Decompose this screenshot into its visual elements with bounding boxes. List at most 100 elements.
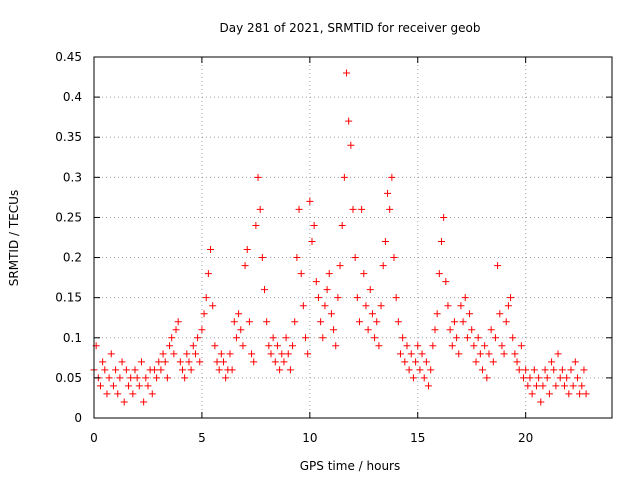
x-tick-label: 10 (302, 431, 317, 445)
data-point (573, 374, 581, 382)
data-point (207, 246, 215, 254)
data-point (580, 366, 588, 374)
data-point (293, 254, 301, 262)
data-point (491, 334, 499, 342)
data-point (414, 342, 422, 350)
data-point (135, 382, 143, 390)
data-point (330, 326, 338, 334)
data-point (472, 358, 480, 366)
data-points (90, 69, 590, 406)
data-point (384, 189, 392, 197)
data-point (258, 254, 266, 262)
data-point (302, 334, 310, 342)
data-point (392, 294, 400, 302)
data-point (507, 294, 515, 302)
data-point (446, 326, 454, 334)
data-point (99, 358, 107, 366)
data-point (189, 342, 197, 350)
data-point (532, 382, 540, 390)
y-tick-label: 0.4 (63, 90, 82, 104)
data-point (336, 262, 344, 270)
data-point (509, 334, 517, 342)
data-point (338, 221, 346, 229)
data-point (377, 302, 385, 310)
data-point (183, 350, 191, 358)
data-point (481, 342, 489, 350)
data-point (487, 326, 495, 334)
data-point (343, 69, 351, 77)
data-point (470, 342, 478, 350)
data-point (548, 358, 556, 366)
data-point (498, 342, 506, 350)
data-point (405, 366, 413, 374)
data-point (362, 302, 370, 310)
data-point (353, 294, 361, 302)
data-point (461, 294, 469, 302)
data-point (571, 358, 579, 366)
data-point (276, 366, 284, 374)
data-point (468, 326, 476, 334)
data-point (321, 302, 329, 310)
data-point (496, 310, 504, 318)
data-point (515, 366, 523, 374)
data-point (561, 382, 569, 390)
data-point (539, 382, 547, 390)
data-point (355, 318, 363, 326)
data-point (407, 350, 415, 358)
data-point (386, 205, 394, 213)
data-point (565, 390, 573, 398)
data-point (552, 382, 560, 390)
data-point (105, 374, 113, 382)
data-point (178, 366, 186, 374)
data-point (375, 342, 383, 350)
data-point (457, 302, 465, 310)
data-point (466, 310, 474, 318)
data-point (558, 366, 566, 374)
data-point (401, 358, 409, 366)
data-point (103, 390, 111, 398)
data-point (304, 350, 312, 358)
y-axis-label: SRMTID / TECUs (7, 190, 21, 286)
data-point (364, 326, 372, 334)
data-point (358, 205, 366, 213)
data-point (403, 342, 411, 350)
data-point (440, 213, 448, 221)
data-point (166, 342, 174, 350)
data-point (545, 390, 553, 398)
y-tick-label: 0.05 (55, 371, 82, 385)
data-point (520, 374, 528, 382)
data-point (431, 326, 439, 334)
data-point (409, 374, 417, 382)
data-point (371, 334, 379, 342)
data-point (284, 350, 292, 358)
data-point (444, 302, 452, 310)
y-tick-label: 0.2 (63, 251, 82, 265)
data-point (535, 374, 543, 382)
data-point (185, 358, 193, 366)
data-point (494, 262, 502, 270)
data-point (427, 366, 435, 374)
data-point (345, 117, 353, 125)
data-point (314, 294, 322, 302)
data-point (289, 342, 297, 350)
data-point (479, 366, 486, 374)
data-point (381, 238, 389, 246)
data-point (295, 205, 303, 213)
data-point (437, 238, 445, 246)
data-point (476, 350, 484, 358)
x-tick-label: 15 (410, 431, 425, 445)
data-point (226, 350, 234, 358)
data-point (463, 334, 471, 342)
data-point (399, 334, 407, 342)
data-point (280, 358, 288, 366)
data-point (433, 310, 441, 318)
x-axis-ticks: 0 5 10 15 20 (90, 57, 533, 445)
data-point (232, 334, 240, 342)
data-point (109, 382, 117, 390)
data-point (204, 270, 212, 278)
data-point (170, 350, 178, 358)
data-point (543, 374, 551, 382)
data-point (159, 350, 167, 358)
